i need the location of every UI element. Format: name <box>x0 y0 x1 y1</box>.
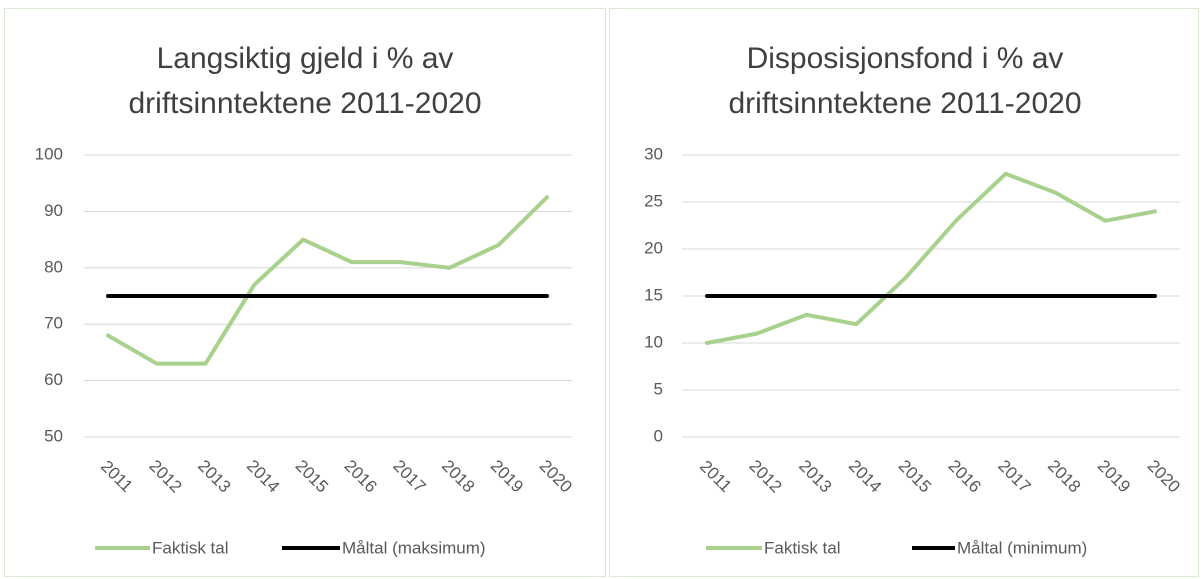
y-tick-label: 90 <box>44 201 63 220</box>
data-line <box>106 195 549 366</box>
y-tick-label: 100 <box>35 144 63 163</box>
y-tick-label: 5 <box>654 379 663 398</box>
legend-label: Faktisk tal <box>764 538 841 557</box>
chart-title: driftsinntektene 2011-2020 <box>128 87 481 120</box>
data-line <box>705 171 1157 345</box>
y-tick-label: 25 <box>644 191 663 210</box>
chart-title: driftsinntektene 2011-2020 <box>728 87 1081 120</box>
legend-label: Måltal (minimum) <box>957 538 1087 557</box>
y-tick-label: 80 <box>44 257 63 276</box>
y-tick-label: 70 <box>44 314 63 333</box>
legend-label: Faktisk tal <box>152 538 229 557</box>
y-tick-label: 50 <box>44 426 63 445</box>
y-tick-label: 15 <box>644 285 663 304</box>
y-tick-label: 60 <box>44 370 63 389</box>
chart-title: Disposisjonsfond i % av <box>747 42 1064 75</box>
y-tick-label: 0 <box>654 426 663 445</box>
y-tick-label: 20 <box>644 238 663 257</box>
y-tick-label: 30 <box>644 144 663 163</box>
panel <box>609 8 1199 577</box>
chart-title: Langsiktig gjeld i % av <box>157 42 454 75</box>
y-tick-label: 10 <box>644 332 663 351</box>
panel <box>4 8 606 577</box>
legend-label: Måltal (maksimum) <box>342 538 486 557</box>
